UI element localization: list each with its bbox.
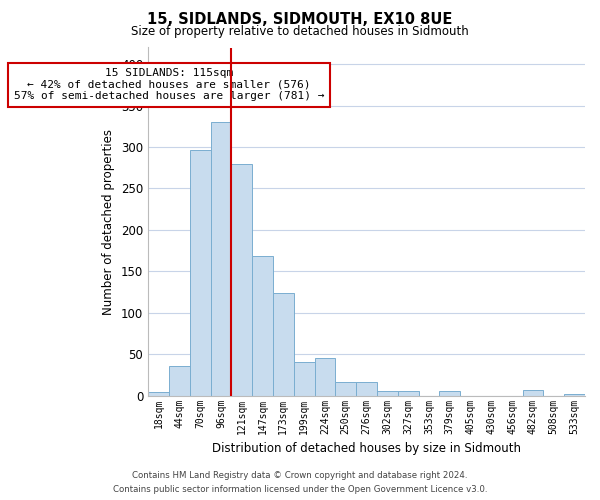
Bar — [439, 390, 460, 396]
Bar — [211, 122, 232, 396]
Text: Contains HM Land Registry data © Crown copyright and database right 2024.
Contai: Contains HM Land Registry data © Crown c… — [113, 472, 487, 494]
Bar — [564, 394, 585, 396]
Bar — [190, 150, 211, 396]
Text: 15, SIDLANDS, SIDMOUTH, EX10 8UE: 15, SIDLANDS, SIDMOUTH, EX10 8UE — [148, 12, 452, 28]
Y-axis label: Number of detached properties: Number of detached properties — [103, 128, 115, 314]
Bar — [398, 390, 419, 396]
Bar — [356, 382, 377, 396]
X-axis label: Distribution of detached houses by size in Sidmouth: Distribution of detached houses by size … — [212, 442, 521, 455]
Bar — [314, 358, 335, 396]
Bar — [377, 392, 398, 396]
Bar — [252, 256, 273, 396]
Text: 15 SIDLANDS: 115sqm
← 42% of detached houses are smaller (576)
57% of semi-detac: 15 SIDLANDS: 115sqm ← 42% of detached ho… — [14, 68, 324, 102]
Bar — [169, 366, 190, 396]
Bar — [148, 392, 169, 396]
Bar — [335, 382, 356, 396]
Bar — [294, 362, 314, 396]
Bar — [523, 390, 544, 396]
Bar — [273, 293, 294, 396]
Text: Size of property relative to detached houses in Sidmouth: Size of property relative to detached ho… — [131, 25, 469, 38]
Bar — [232, 164, 252, 396]
